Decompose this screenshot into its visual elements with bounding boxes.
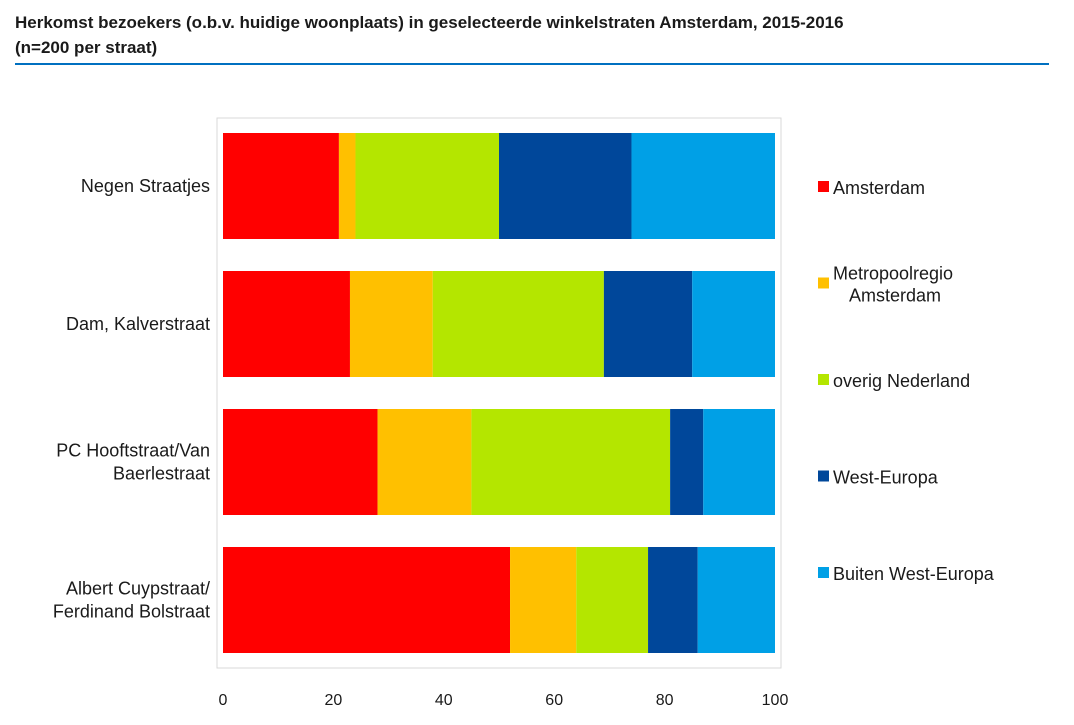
category-label-2: Dam, Kalverstraat xyxy=(66,314,210,334)
bar-4-series-2 xyxy=(510,547,577,653)
legend-swatch-2 xyxy=(818,277,829,289)
bar-1-series-4 xyxy=(499,133,632,239)
bar-3-series-2 xyxy=(377,409,472,515)
category-label-line: Dam, Kalverstraat xyxy=(66,314,210,334)
x-tick-label-20: 20 xyxy=(325,692,343,709)
legend-label-4: West-Europa xyxy=(833,468,939,488)
bar-4-series-3 xyxy=(576,547,649,653)
legend-label-line: West-Europa xyxy=(833,468,939,488)
legend-swatch-3 xyxy=(818,374,829,385)
category-label-line: Negen Straatjes xyxy=(81,176,210,196)
legend-label-2: Metropoolregio Amsterdam xyxy=(833,264,953,306)
bar-4-series-1 xyxy=(223,547,511,653)
bar-3-series-4 xyxy=(670,409,704,515)
bar-1-series-2 xyxy=(338,133,356,239)
bar-3-series-3 xyxy=(471,409,671,515)
legend-label-line: Amsterdam xyxy=(833,178,925,198)
category-label-line: PC Hooftstraat/Van xyxy=(56,441,210,461)
bar-4-series-4 xyxy=(648,547,698,653)
legend-swatch-5 xyxy=(818,567,829,578)
chart-title-text: Herkomst bezoekers (o.b.v. huidige woonp… xyxy=(15,13,844,32)
bar-3-series-1 xyxy=(223,409,378,515)
bar-2-series-1 xyxy=(223,271,350,377)
legend-swatch-1 xyxy=(818,181,829,192)
legend-swatch-4 xyxy=(818,470,829,482)
legend-label-line: Amsterdam xyxy=(849,286,941,306)
plot-area xyxy=(216,117,782,669)
bar-1-series-5 xyxy=(631,133,775,239)
category-label-4: Albert Cuypstraat/Ferdinand Bolstraat xyxy=(53,579,210,622)
chart-title: Herkomst bezoekers (o.b.v. huidige woonp… xyxy=(15,10,1055,60)
x-tick-label-0: 0 xyxy=(219,692,228,709)
bar-2-series-4 xyxy=(603,271,693,377)
title-underline xyxy=(15,63,1049,65)
bar-2-series-5 xyxy=(692,271,775,377)
legend-label-5: Buiten West-Europa xyxy=(833,564,995,584)
legend-label-line: Metropoolregio xyxy=(833,264,953,284)
x-tick-label-100: 100 xyxy=(762,692,789,709)
x-tick-label-60: 60 xyxy=(545,692,563,709)
legend-label-3: overig Nederland xyxy=(833,371,970,391)
category-label-line: Ferdinand Bolstraat xyxy=(53,602,210,622)
category-label-line: Baerlestraat xyxy=(113,464,210,484)
bar-3-series-5 xyxy=(703,409,775,515)
bar-1-series-1 xyxy=(223,133,339,239)
x-tick-label-80: 80 xyxy=(656,692,674,709)
category-label-3: PC Hooftstraat/Van Baerlestraat xyxy=(56,441,210,484)
legend-label-line: overig Nederland xyxy=(833,371,970,391)
bar-4-series-5 xyxy=(697,547,775,653)
bar-1-series-3 xyxy=(355,133,499,239)
bar-2-series-2 xyxy=(349,271,433,377)
x-tick-label-40: 40 xyxy=(435,692,453,709)
category-label-line: Albert Cuypstraat/ xyxy=(66,579,210,599)
legend-label-line: Buiten West-Europa xyxy=(833,564,995,584)
legend-label-1: Amsterdam xyxy=(833,178,925,198)
bar-2-series-3 xyxy=(432,271,604,377)
category-label-1: Negen Straatjes xyxy=(81,176,210,196)
chart-subtitle-text: (n=200 per straat) xyxy=(15,38,158,57)
